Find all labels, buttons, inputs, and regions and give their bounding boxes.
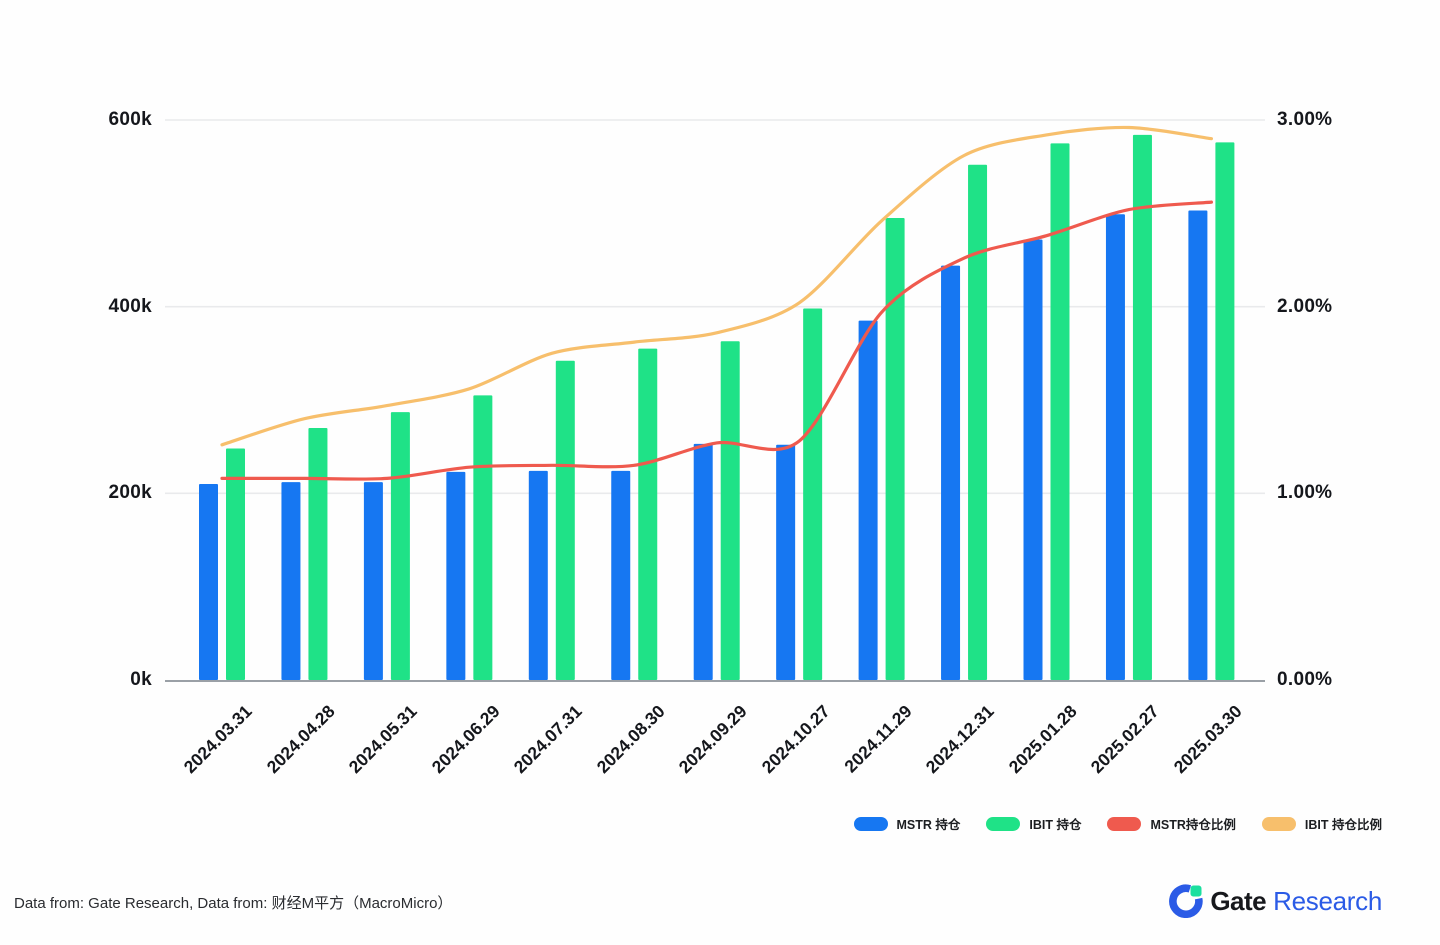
bar-ibit-2025.02.27[interactable] [1132,134,1152,680]
bar-ibit-2024.06.29[interactable] [473,395,493,680]
right-axis-tick: 0.00% [1277,669,1333,690]
brand-logo: Gate Research [1169,884,1382,918]
bar-mstr-2025.01.28[interactable] [1023,239,1043,680]
legend-label: MSTR持仓比例 [1150,818,1236,832]
brand-research-text: Research [1273,885,1382,916]
line-mstr-ratio [220,200,1213,481]
legend-item-ibit-ratio[interactable]: IBIT 持仓比例 [1261,814,1382,833]
left-axis-tick: 400k [108,295,152,317]
legend-swatch [1107,816,1142,831]
bar-mstr-2024.09.29[interactable] [693,443,713,680]
line-ibit-ratio [220,125,1213,447]
gate-logo-icon [1169,884,1203,918]
bar-mstr-2024.04.28[interactable] [281,482,301,680]
right-axis-tick: 1.00% [1277,482,1333,504]
bar-mstr-2025.02.27[interactable] [1105,214,1125,680]
bar-mstr-2024.08.30[interactable] [611,470,631,680]
legend-swatch [986,816,1021,831]
bar-mstr-2024.10.27[interactable] [776,444,796,680]
bar-ibit-2024.12.31[interactable] [968,164,988,681]
bar-mstr-2024.11.29[interactable] [858,320,878,680]
brand-gate-text: Gate [1210,885,1267,916]
right-axis-tick: 2.00% [1277,295,1333,317]
bar-mstr-2024.12.31[interactable] [941,265,961,680]
bar-ibit-2024.07.31[interactable] [555,360,575,680]
bar-mstr-2024.07.31[interactable] [528,470,548,680]
legend: MSTR 持仓 IBIT 持仓 MSTR持仓比例 IBIT 持仓比例 [853,814,1382,833]
bar-ibit-2024.10.27[interactable] [803,308,823,680]
bar-ibit-2024.08.30[interactable] [638,348,658,680]
bar-mstr-2024.06.29[interactable] [446,471,466,680]
bar-mstr-2024.03.31[interactable] [199,484,218,680]
bar-mstr-2025.03.30[interactable] [1188,210,1208,681]
bar-ibit-2024.11.29[interactable] [885,218,905,680]
legend-label: MSTR 持仓 [896,818,961,832]
legend-label: IBIT 持仓 [1029,818,1082,832]
bar-ibit-2024.05.31[interactable] [390,412,410,680]
left-axis-tick: 200k [108,482,152,504]
left-axis-tick: 0k [130,669,152,690]
legend-item-mstr-holdings[interactable]: MSTR 持仓 [853,814,961,833]
legend-swatch [853,816,888,831]
data-source-note: Data from: Gate Research, Data from: 财经M… [14,895,453,912]
bar-ibit-2024.09.29[interactable] [720,341,740,680]
bar-ibit-2025.03.30[interactable] [1215,142,1235,680]
legend-swatch [1261,816,1296,831]
legend-label: IBIT 持仓比例 [1304,818,1382,832]
legend-item-ibit-holdings[interactable]: IBIT 持仓 [986,814,1081,833]
bar-mstr-2024.05.31[interactable] [363,482,383,680]
bar-ibit-2024.04.28[interactable] [308,428,328,680]
legend-item-mstr-ratio[interactable]: MSTR持仓比例 [1107,814,1236,833]
right-axis-tick: 3.00% [1277,109,1333,130]
bar-ibit-2024.03.31[interactable] [226,448,245,680]
left-axis-tick: 600k [108,109,152,130]
bar-ibit-2025.01.28[interactable] [1050,143,1070,681]
